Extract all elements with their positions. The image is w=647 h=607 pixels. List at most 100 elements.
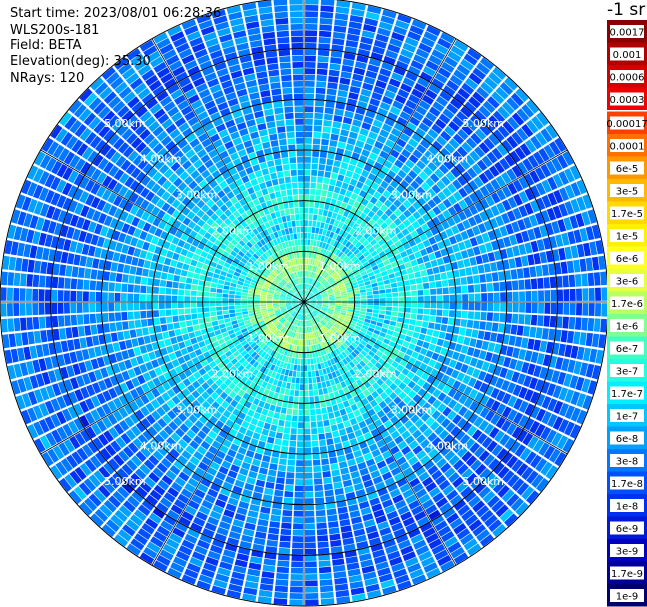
beta-gate-cell	[339, 272, 346, 278]
beta-gate-cell	[466, 319, 474, 328]
beta-gate-cell	[230, 525, 243, 534]
beta-gate-cell	[309, 304, 316, 307]
beta-gate-cell	[422, 381, 431, 391]
beta-gate-cell	[600, 318, 607, 333]
beta-gate-cell	[324, 426, 332, 433]
beta-gate-cell	[435, 280, 442, 288]
beta-gate-cell	[316, 297, 322, 300]
beta-gate-cell	[371, 390, 379, 399]
beta-gate-cell	[319, 395, 325, 402]
beta-gate-cell	[417, 296, 424, 302]
beta-gate-cell	[552, 416, 564, 431]
beta-gate-cell	[316, 300, 323, 302]
beta-gate-cell	[409, 319, 416, 326]
beta-gate-cell	[336, 339, 342, 346]
beta-gate-cell	[328, 330, 334, 336]
beta-gate-cell	[235, 287, 242, 292]
beta-gate-cell	[514, 256, 523, 268]
beta-gate-cell	[306, 258, 309, 265]
beta-gate-cell	[477, 223, 487, 234]
beta-gate-cell	[88, 493, 102, 507]
beta-gate-cell	[381, 243, 389, 250]
beta-gate-cell	[304, 529, 316, 536]
beta-gate-cell	[435, 441, 447, 452]
beta-gate-cell	[211, 425, 221, 434]
beta-gate-cell	[322, 229, 328, 236]
beta-gate-cell	[299, 384, 304, 391]
beta-gate-cell	[449, 494, 463, 506]
beta-gate-cell	[379, 67, 392, 77]
beta-gate-cell	[371, 316, 378, 322]
beta-gate-cell	[283, 375, 288, 382]
beta-gate-cell	[209, 415, 218, 425]
beta-gate-cell	[463, 538, 478, 551]
beta-gate-cell	[518, 244, 527, 256]
beta-gate-cell	[308, 306, 313, 311]
beta-gate-cell	[210, 391, 219, 401]
beta-gate-cell	[437, 37, 452, 50]
beta-gate-cell	[409, 278, 416, 285]
beta-gate-cell	[333, 436, 341, 444]
beta-gate-cell	[478, 350, 487, 360]
beta-gate-cell	[382, 323, 389, 329]
beta-gate-cell	[492, 110, 506, 124]
beta-gate-cell	[305, 290, 307, 296]
beta-gate-cell	[446, 325, 454, 333]
beta-gate-cell	[148, 512, 162, 525]
beta-gate-cell	[209, 461, 220, 471]
beta-gate-cell	[338, 512, 350, 521]
beta-gate-cell	[360, 350, 368, 357]
beta-gate-cell	[393, 528, 406, 538]
beta-gate-cell	[304, 510, 315, 517]
beta-gate-cell	[434, 233, 443, 243]
beta-gate-cell	[499, 508, 514, 522]
beta-gate-cell	[331, 283, 338, 288]
beta-gate-cell	[257, 420, 265, 428]
beta-gate-cell	[432, 388, 442, 398]
beta-gate-cell	[284, 484, 294, 492]
beta-gate-cell	[307, 314, 310, 320]
beta-gate-cell	[308, 305, 314, 310]
beta-gate-cell	[415, 105, 428, 116]
beta-gate-cell	[415, 277, 423, 284]
beta-gate-cell	[334, 19, 348, 27]
beta-gate-cell	[352, 172, 360, 181]
beta-gate-cell	[85, 256, 94, 268]
beta-gate-cell	[241, 368, 248, 376]
beta-gate-cell	[308, 377, 313, 384]
beta-gate-cell	[399, 132, 410, 143]
beta-gate-cell	[353, 113, 364, 122]
beta-gate-cell	[472, 368, 481, 379]
beta-gate-cell	[193, 273, 200, 280]
beta-gate-cell	[381, 61, 394, 72]
beta-gate-cell	[238, 426, 247, 435]
beta-gate-cell	[326, 331, 332, 338]
beta-gate-cell	[250, 464, 260, 473]
beta-gate-cell	[332, 233, 338, 240]
beta-gate-cell	[333, 311, 340, 316]
beta-gate-cell	[298, 415, 304, 422]
beta-gate-cell	[295, 306, 300, 311]
beta-gate-cell	[318, 30, 332, 38]
beta-gate-cell	[334, 322, 341, 328]
beta-gate-cell	[499, 82, 514, 96]
beta-gate-cell	[401, 445, 412, 456]
beta-gate-cell	[382, 585, 397, 595]
beta-gate-cell	[110, 262, 118, 272]
beta-gate-cell	[299, 396, 304, 403]
beta-gate-cell	[315, 227, 320, 234]
beta-gate-cell	[204, 317, 211, 323]
beta-gate-cell	[261, 428, 270, 436]
beta-gate-cell	[313, 273, 317, 279]
beta-gate-cell	[506, 493, 520, 507]
beta-gate-cell	[453, 39, 469, 52]
beta-gate-cell	[466, 248, 475, 258]
beta-gate-cell	[353, 395, 361, 403]
beta-gate-cell	[230, 282, 237, 288]
beta-gate-cell	[203, 302, 210, 307]
beta-gate-cell	[330, 546, 343, 554]
beta-gate-cell	[512, 245, 521, 257]
beta-gate-cell	[530, 135, 542, 150]
beta-gate-cell	[396, 456, 407, 466]
beta-gate-cell	[209, 292, 216, 298]
